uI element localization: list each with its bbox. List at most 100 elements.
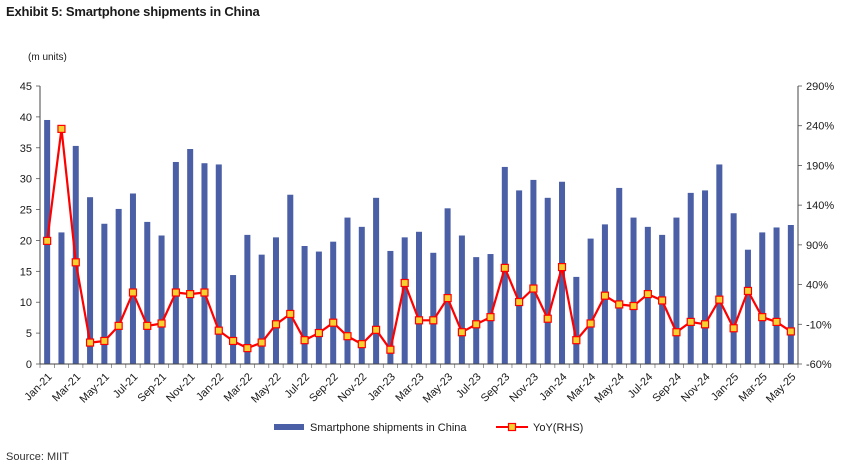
yoy-point xyxy=(515,297,524,307)
yoy-point xyxy=(128,288,138,297)
x-tick-label: Sep-23 xyxy=(479,371,513,405)
yoy-point xyxy=(200,288,209,297)
x-tick-label: May-22 xyxy=(249,371,283,405)
x-tick-label: Jan-22 xyxy=(194,371,226,403)
bar xyxy=(187,149,194,364)
bar xyxy=(87,197,94,364)
x-tick-label: Jan-21 xyxy=(22,371,54,403)
yoy-point xyxy=(71,258,80,267)
yoy-point xyxy=(486,313,495,322)
bar xyxy=(287,194,294,364)
yoy-point xyxy=(615,300,624,309)
bar xyxy=(315,251,322,364)
yoy-point xyxy=(472,320,481,329)
yoy-point xyxy=(572,336,581,345)
x-tick-label: Nov-24 xyxy=(679,371,713,405)
bar xyxy=(330,241,337,364)
x-tick-label: Sep-24 xyxy=(650,371,684,405)
yoy-point xyxy=(686,317,695,327)
bar xyxy=(129,193,136,364)
y-right-tick-label: 40% xyxy=(806,280,828,292)
yoy-point xyxy=(600,291,610,300)
yoy-point xyxy=(243,344,252,353)
yoy-point xyxy=(114,321,123,330)
bar xyxy=(673,217,680,364)
yoy-point xyxy=(400,278,409,288)
yoy-point xyxy=(529,284,538,293)
bar xyxy=(730,213,737,364)
y-left-tick-label: 20 xyxy=(20,235,32,247)
source-note: Source: MIIT xyxy=(6,451,69,463)
bar xyxy=(630,217,637,364)
yoy-point xyxy=(257,338,266,347)
legend-label-line: YoY(RHS) xyxy=(533,422,583,434)
bar xyxy=(458,235,465,364)
bar xyxy=(230,275,237,364)
y-right-tick-label: 140% xyxy=(806,200,834,212)
yoy-point xyxy=(500,263,509,272)
y-left-tick-label: 10 xyxy=(20,297,32,309)
bar xyxy=(544,197,551,364)
yoy-point xyxy=(429,316,438,325)
y-left-axis: 0 5 10 15 20 25 30 35 40 45 xyxy=(20,81,40,371)
yoy-point xyxy=(386,345,395,354)
y-right-tick-label: 190% xyxy=(806,160,834,172)
bar xyxy=(258,254,265,364)
x-tick-label: Nov-22 xyxy=(336,371,370,405)
yoy-point xyxy=(228,336,238,346)
bar xyxy=(444,208,451,364)
y-right-tick-label: 90% xyxy=(806,240,828,252)
axes-lines xyxy=(39,86,799,365)
bar xyxy=(687,192,694,364)
yoy-point xyxy=(457,328,467,337)
x-tick-label: Jan-24 xyxy=(537,371,569,403)
bar xyxy=(787,225,794,364)
bar xyxy=(415,231,423,364)
bar xyxy=(473,257,480,364)
bar xyxy=(344,217,351,364)
yoy-point xyxy=(286,309,295,319)
y-left-tick-label: 15 xyxy=(20,266,32,278)
x-tick-label: Nov-23 xyxy=(507,371,541,405)
bar xyxy=(144,221,151,364)
yoy-point xyxy=(700,320,710,329)
yoy-point xyxy=(214,326,223,335)
yoy-point xyxy=(314,328,323,338)
yoy-point xyxy=(171,288,180,297)
y-left-tick-label: 30 xyxy=(20,174,32,186)
bar xyxy=(387,250,394,364)
bar xyxy=(616,187,623,364)
y-left-tick-label: 0 xyxy=(26,359,32,371)
y-right-tick-label: -60% xyxy=(806,359,832,371)
yoy-point xyxy=(100,336,109,346)
x-tick-label: May-21 xyxy=(77,371,111,405)
bar xyxy=(516,190,523,364)
yoy-point xyxy=(43,236,52,245)
yoy-point xyxy=(329,318,338,327)
legend-label-bar: Smartphone shipments in China xyxy=(310,422,467,434)
yoy-point xyxy=(758,313,767,322)
yoy-point xyxy=(57,124,66,133)
bar xyxy=(744,249,751,364)
bar xyxy=(215,164,222,364)
yoy-point xyxy=(371,325,381,334)
yoy-point xyxy=(443,293,452,303)
yoy-point xyxy=(658,296,667,305)
y-left-tick-label: 40 xyxy=(20,112,32,124)
bar xyxy=(172,161,179,364)
x-axis: Jan-21Mar-21May-21Jul-21Sep-21Nov-21Jan-… xyxy=(22,364,798,406)
y-left-tick-label: 35 xyxy=(20,143,32,155)
yoy-point xyxy=(157,319,166,328)
bar xyxy=(158,235,165,364)
y-right-axis: -60% -10% 40% 90% 140% 190% 240% 290% xyxy=(798,81,834,371)
bar xyxy=(430,252,437,364)
bar xyxy=(759,232,766,364)
x-tick-label: Jan-25 xyxy=(709,371,741,403)
yoy-point xyxy=(586,319,595,328)
yoy-point xyxy=(672,328,681,337)
yoy-point xyxy=(786,327,795,336)
yoy-point xyxy=(271,320,281,329)
yoy-line-series xyxy=(43,124,795,354)
bar xyxy=(101,223,108,364)
